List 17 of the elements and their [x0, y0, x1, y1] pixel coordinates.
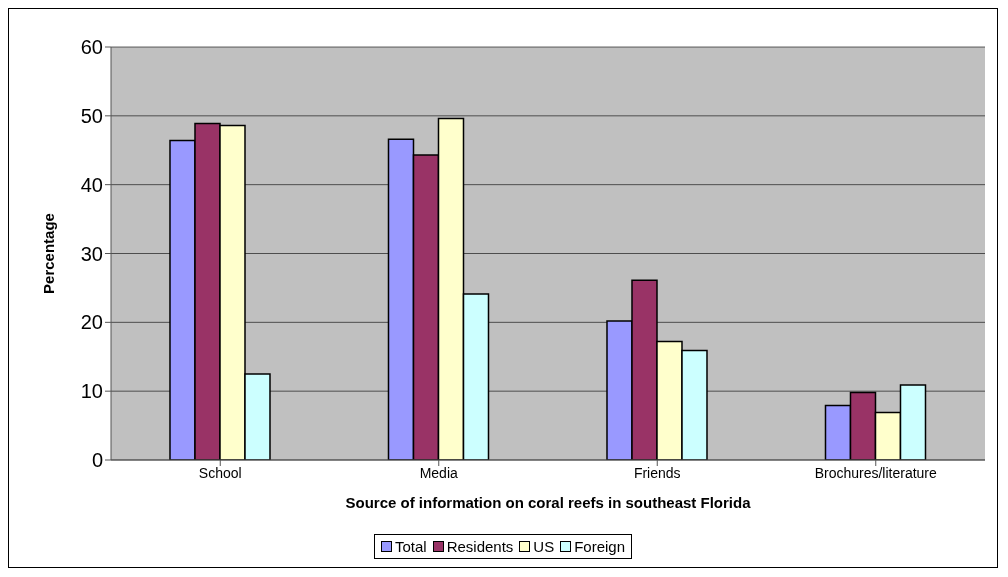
x-tick-label: School [198, 464, 242, 481]
legend-label: Total [393, 538, 427, 555]
y-tick-label: 20 [80, 311, 103, 334]
y-tick-label: 40 [80, 173, 103, 196]
x-tick-label: Brochures/literature [814, 464, 938, 481]
x-axis-title: Source of information on coral reefs in southeast Florida [345, 494, 752, 511]
y-tick-label: 50 [80, 104, 103, 127]
y-tick-label: 60 [80, 36, 103, 59]
x-tick-label: Media [419, 464, 459, 481]
y-tick-label: 30 [80, 242, 103, 265]
y-tick-label: 10 [80, 380, 103, 403]
legend-label: Residents [445, 538, 514, 555]
legend-label: US [532, 538, 555, 555]
legend-label: Foreign [573, 538, 626, 555]
x-tick-label: Friends [633, 464, 681, 481]
y-tick-label: 0 [91, 449, 103, 472]
y-axis-title: Percentage [40, 213, 58, 294]
